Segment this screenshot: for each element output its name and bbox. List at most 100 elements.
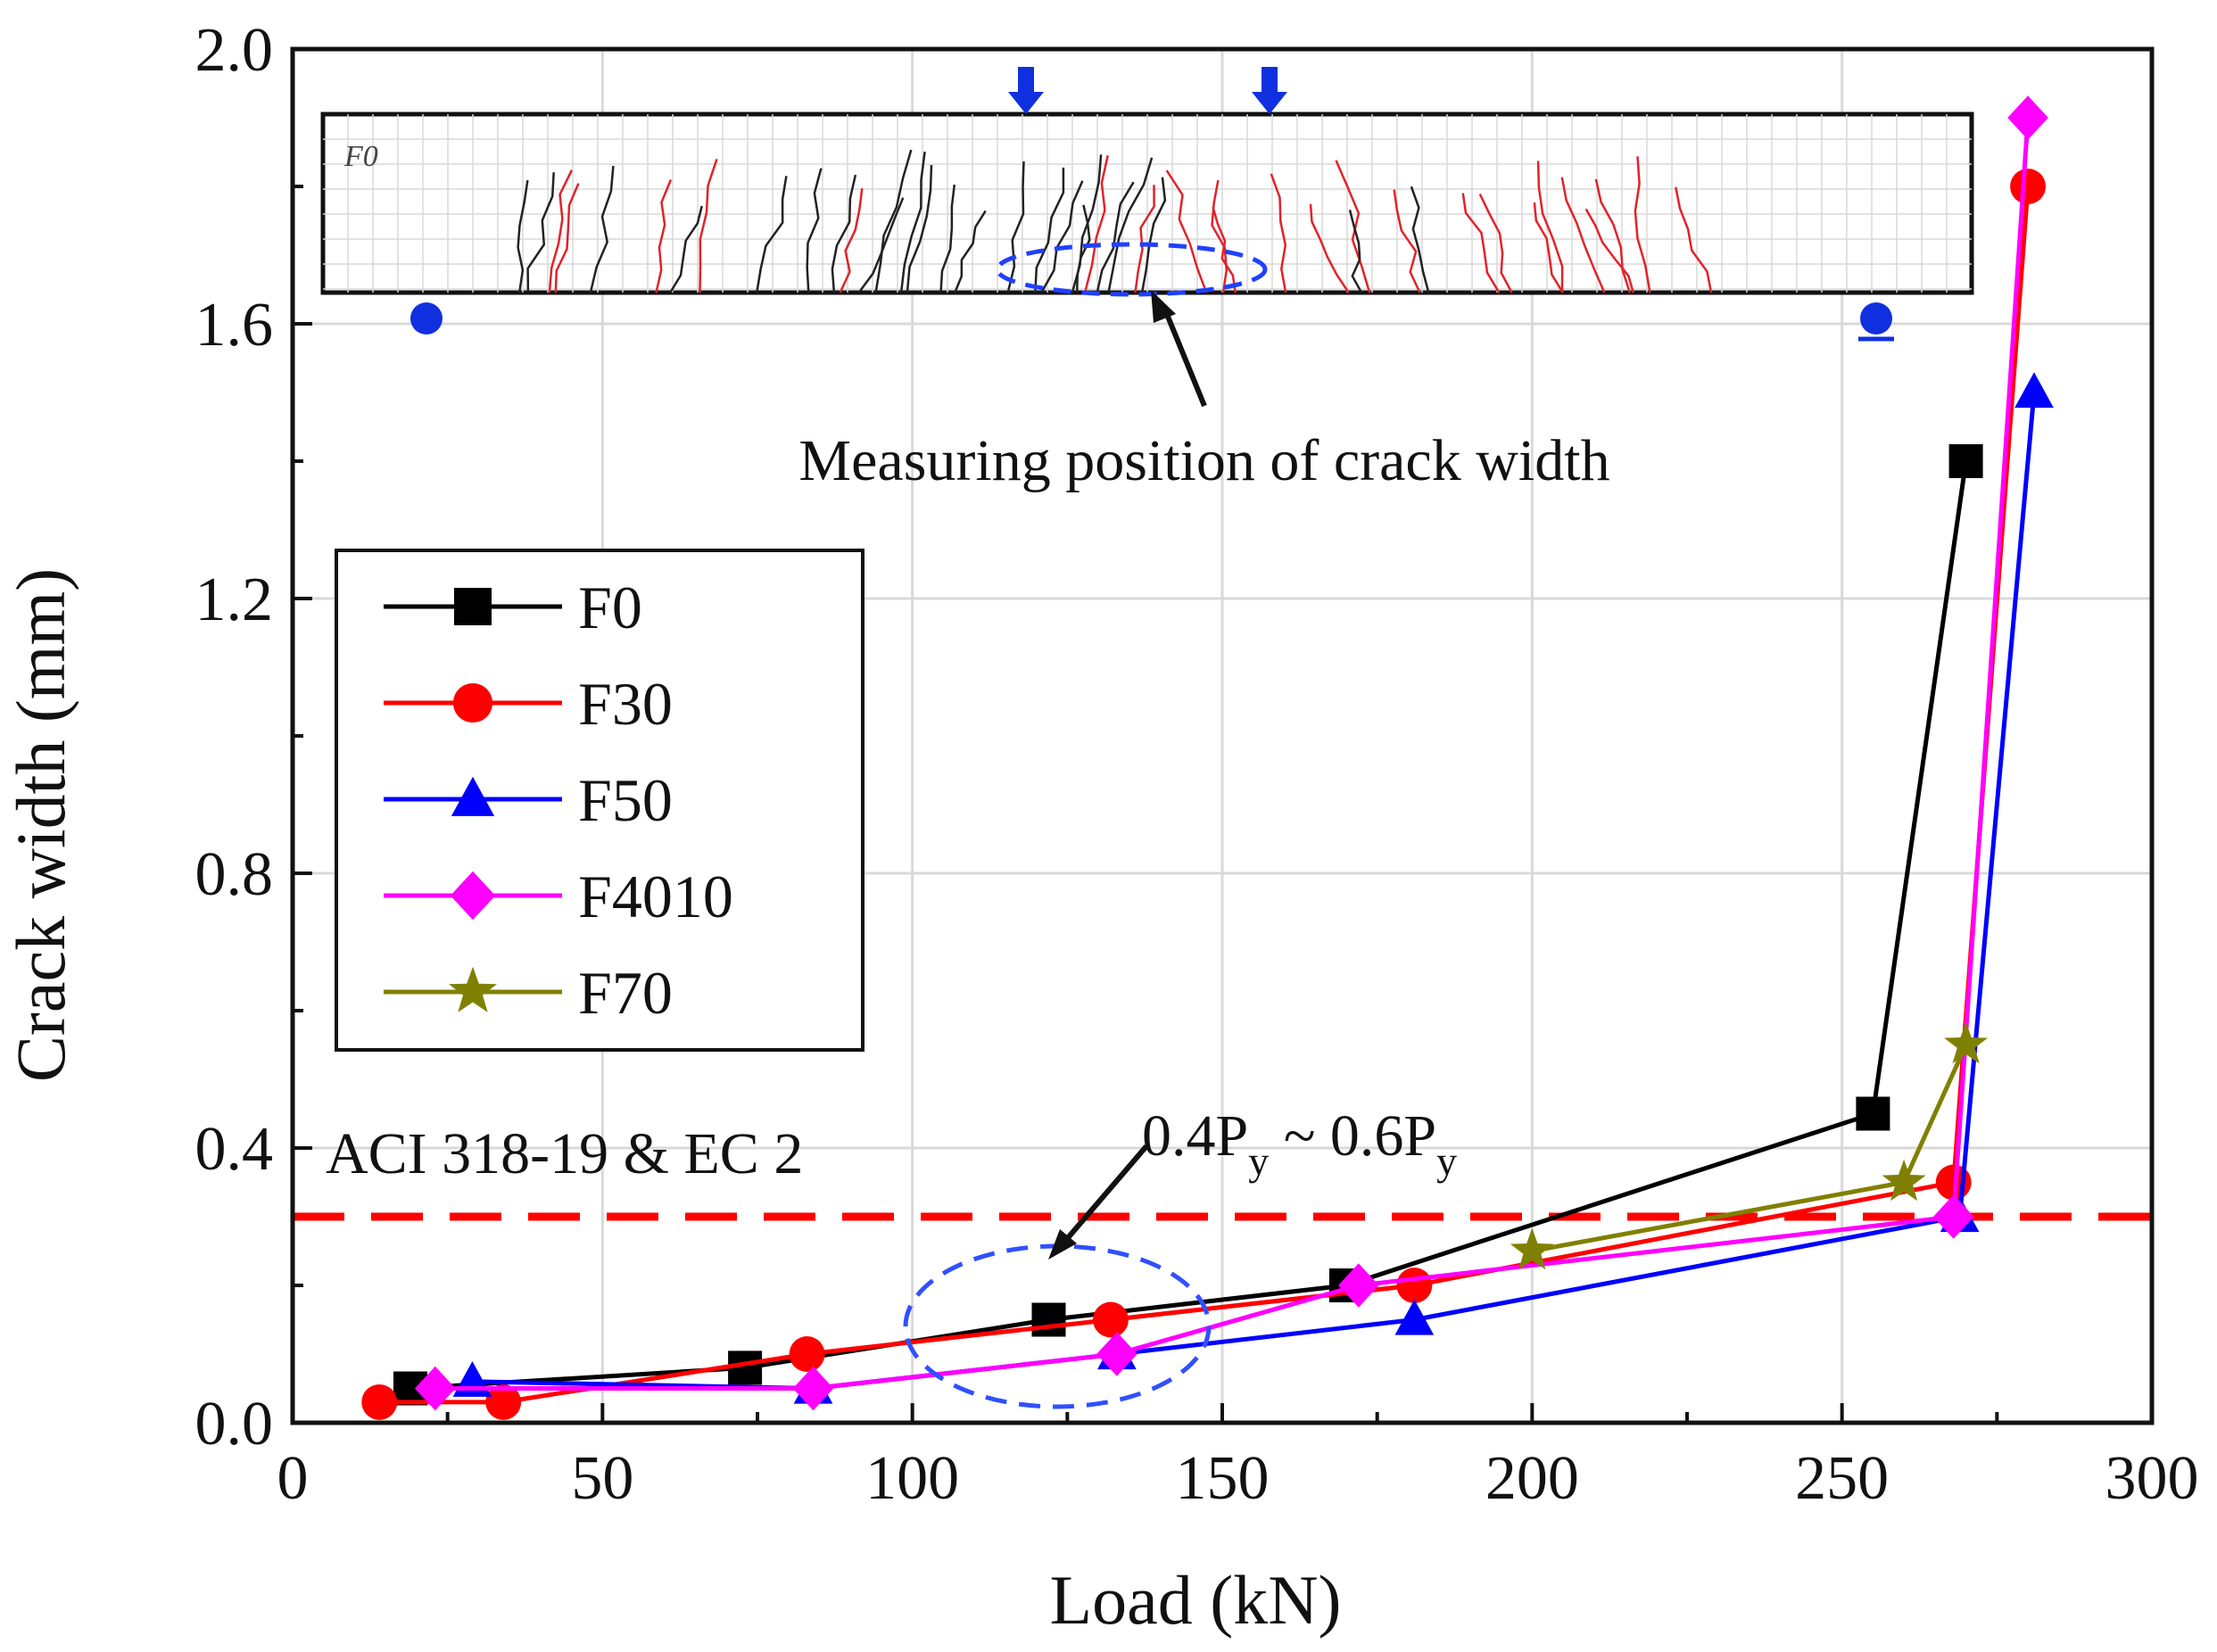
data-point-F30 bbox=[2010, 169, 2047, 204]
beam-crack bbox=[857, 197, 905, 293]
data-point-F4010 bbox=[1932, 1194, 1974, 1239]
beam-crack bbox=[1075, 204, 1091, 293]
measure-arrow bbox=[1162, 306, 1207, 408]
y-tick-label: 1.2 bbox=[195, 566, 274, 634]
beam-crack bbox=[1040, 180, 1084, 293]
data-point-F4010 bbox=[2007, 95, 2048, 140]
beam-crack bbox=[554, 183, 580, 293]
legend-label: F30 bbox=[578, 670, 673, 738]
beam-crack bbox=[831, 174, 857, 293]
beam-crack bbox=[1096, 181, 1135, 293]
legend-marker bbox=[451, 776, 495, 816]
load-arrow bbox=[1252, 67, 1287, 114]
x-axis-title: Load (kN) bbox=[1049, 1561, 1341, 1639]
data-point-F30 bbox=[1396, 1268, 1433, 1303]
legend-item-F4010: F4010 bbox=[384, 863, 733, 930]
data-point-F0 bbox=[1031, 1302, 1066, 1337]
beam-crack bbox=[699, 158, 718, 293]
x-tick-label: 50 bbox=[571, 1444, 633, 1513]
beam-crack bbox=[839, 187, 864, 293]
range-label: 0.4Py ~ 0.6Py bbox=[1142, 1103, 1457, 1184]
range-arrow bbox=[1063, 1144, 1149, 1242]
series-F70 bbox=[1510, 1021, 1988, 1270]
load-arrow-shaft bbox=[1262, 67, 1278, 92]
beam-crack bbox=[1034, 167, 1065, 293]
x-tick-label: 100 bbox=[865, 1444, 959, 1513]
data-point-F50 bbox=[1394, 1299, 1435, 1335]
beam-crack bbox=[1594, 178, 1631, 293]
left-support bbox=[410, 302, 443, 335]
beam-crack bbox=[1393, 189, 1421, 293]
data-point-F70 bbox=[1510, 1227, 1554, 1270]
range-label-sub1: y bbox=[1248, 1138, 1269, 1184]
beam-crack bbox=[939, 184, 956, 293]
measure-ellipse bbox=[995, 242, 1268, 297]
x-tick-label: 300 bbox=[2105, 1444, 2199, 1513]
legend-item-F50: F50 bbox=[384, 766, 673, 834]
y-tick-label: 0.4 bbox=[195, 1115, 274, 1184]
beam-crack bbox=[1675, 186, 1713, 293]
beam-crack bbox=[954, 210, 987, 293]
beam-crack bbox=[1140, 177, 1167, 293]
range-arrowhead bbox=[1048, 1229, 1077, 1260]
data-point-F70 bbox=[1944, 1021, 1988, 1064]
data-point-F4010 bbox=[1338, 1263, 1379, 1308]
range-label-main: 0.4P bbox=[1142, 1103, 1248, 1169]
data-point-F30 bbox=[361, 1384, 398, 1420]
beam-crack bbox=[1410, 186, 1430, 293]
beam-crack bbox=[1478, 193, 1513, 293]
beam-crack bbox=[1212, 206, 1237, 293]
x-tick-label: 0 bbox=[277, 1444, 309, 1513]
beam-crack bbox=[589, 165, 615, 293]
measure-annotation: Measuring position of crack width bbox=[798, 290, 1610, 493]
beam-crack bbox=[756, 176, 788, 293]
load-arrow bbox=[1008, 67, 1044, 114]
ticks: 0 50 100 150 200 250 300 0.0 0.4 0.8 1.2 1.6 2.0 bbox=[195, 16, 2199, 1513]
beam-crack bbox=[1107, 157, 1154, 293]
measure-arrowhead bbox=[1151, 290, 1176, 323]
beam-crack bbox=[1536, 161, 1564, 293]
beam-crack bbox=[526, 172, 555, 293]
y-axis-title: Crack width (mm) bbox=[2, 568, 79, 1082]
y-tick-label: 2.0 bbox=[195, 16, 274, 85]
beam-crack bbox=[1634, 156, 1651, 293]
data-point-F30 bbox=[789, 1336, 825, 1372]
load-arrow-shaft bbox=[1018, 67, 1034, 92]
data-point-F4010 bbox=[414, 1366, 456, 1411]
beam-crack bbox=[1083, 155, 1109, 293]
y-tick-label: 0.0 bbox=[195, 1390, 274, 1458]
data-point-F50 bbox=[452, 1361, 492, 1397]
beam-crack bbox=[806, 168, 823, 293]
series-F30 bbox=[361, 169, 2047, 1420]
legend-item-F70: F70 bbox=[384, 959, 673, 1027]
x-tick-label: 150 bbox=[1176, 1444, 1270, 1513]
beam-label: F0 bbox=[343, 140, 378, 173]
load-arrow-head bbox=[1252, 92, 1287, 114]
data-point-F50 bbox=[2014, 372, 2054, 409]
beam-crack-inset: F0 bbox=[320, 67, 1974, 342]
beam-crack bbox=[1335, 160, 1371, 293]
data-point-F4010 bbox=[792, 1366, 834, 1411]
legend-label: F50 bbox=[578, 766, 673, 834]
data-point-F30 bbox=[1093, 1301, 1129, 1338]
beam-crack bbox=[517, 179, 529, 293]
limit-line-label: ACI 318-19 & EC 2 bbox=[326, 1121, 803, 1186]
legend-item-F0: F0 bbox=[384, 574, 642, 641]
beam-crack bbox=[1006, 161, 1025, 293]
legend-marker bbox=[449, 966, 497, 1012]
y-tick-label: 1.6 bbox=[195, 291, 274, 359]
beam-crack bbox=[1560, 177, 1606, 293]
legend-marker bbox=[452, 682, 493, 723]
beam-crack bbox=[1134, 185, 1155, 293]
beam-crack bbox=[906, 164, 933, 293]
beam-crack bbox=[1309, 203, 1350, 293]
data-point-F4010 bbox=[1096, 1332, 1137, 1376]
legend-label: F4010 bbox=[578, 863, 733, 930]
beam-crack bbox=[1270, 173, 1287, 293]
beam-crack bbox=[655, 179, 673, 293]
beam-crack bbox=[899, 151, 926, 293]
beam-crack bbox=[1461, 193, 1501, 293]
legend-item-F30: F30 bbox=[384, 670, 673, 738]
y-tick-label: 0.8 bbox=[195, 840, 274, 909]
range-label-sep: ~ 0.6P bbox=[1269, 1103, 1436, 1169]
